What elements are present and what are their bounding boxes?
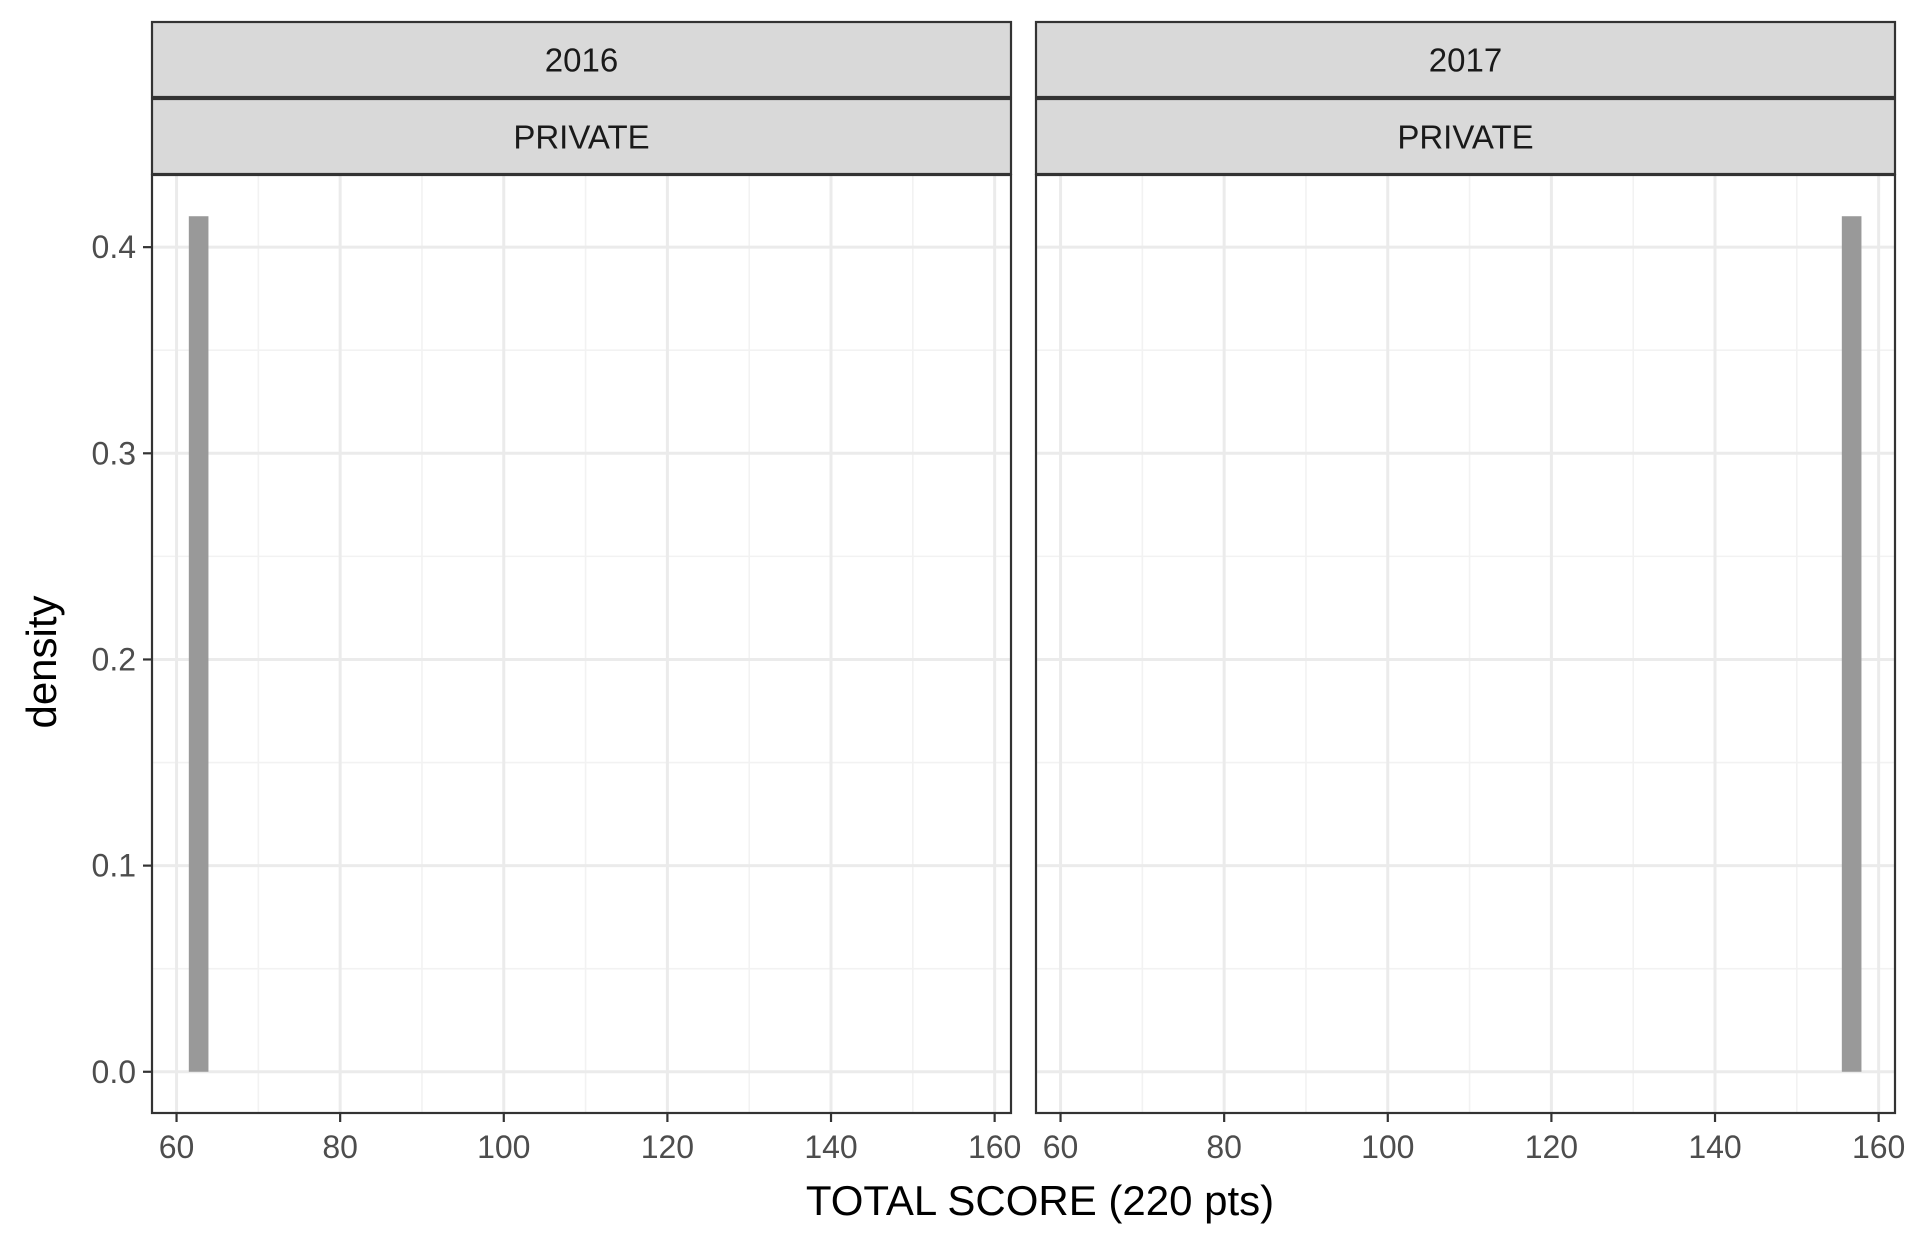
strip-bottom-background [150,97,1013,176]
histogram-bar [1841,216,1862,1072]
panel-background [1036,175,1895,1113]
x-tick-label: 60 [159,1129,195,1165]
x-tick-label: 100 [477,1129,530,1165]
strip-label-year: 2016 [545,42,618,79]
strip-label-year: 2017 [1429,42,1502,79]
strip-bottom-background [1034,97,1897,176]
strip-label-type: PRIVATE [513,119,649,156]
x-tick-label: 80 [322,1129,358,1165]
strip-top-background [150,20,1013,99]
x-tick-label: 160 [1852,1129,1905,1165]
x-tick-label: 80 [1206,1129,1242,1165]
y-tick-label: 0.1 [92,848,136,884]
x-tick-label: 120 [641,1129,694,1165]
facet-panel-1: 2016 PRIVATE 60 80 100 120 140 160 [150,20,1021,1165]
x-tick-label: 140 [1688,1129,1741,1165]
x-tick-label: 160 [968,1129,1021,1165]
x-tick-label: 140 [804,1129,857,1165]
facet-panels: 2016 PRIVATE 60 80 100 120 140 160 2017 PRIVATE 60… [150,20,1905,1165]
facet-panel-2: 2017 PRIVATE 60 80 100 120 140 160 [1034,20,1905,1165]
y-tick-label: 0.4 [92,229,136,265]
y-tick-label: 0.0 [92,1054,136,1090]
x-tick-label: 60 [1043,1129,1079,1165]
strip-top-background [1034,20,1897,99]
panel-background [152,175,1011,1113]
y-tick-label: 0.2 [92,641,136,677]
x-axis-title: TOTAL SCORE (220 pts) [806,1177,1274,1224]
strip-label-type: PRIVATE [1397,119,1533,156]
histogram-bar [188,216,209,1072]
x-tick-label: 100 [1361,1129,1414,1165]
x-tick-label: 120 [1525,1129,1578,1165]
y-axis: 0.0 0.1 0.2 0.3 0.4 [92,229,152,1090]
y-tick-label: 0.3 [92,435,136,471]
y-axis-title: density [18,595,65,728]
